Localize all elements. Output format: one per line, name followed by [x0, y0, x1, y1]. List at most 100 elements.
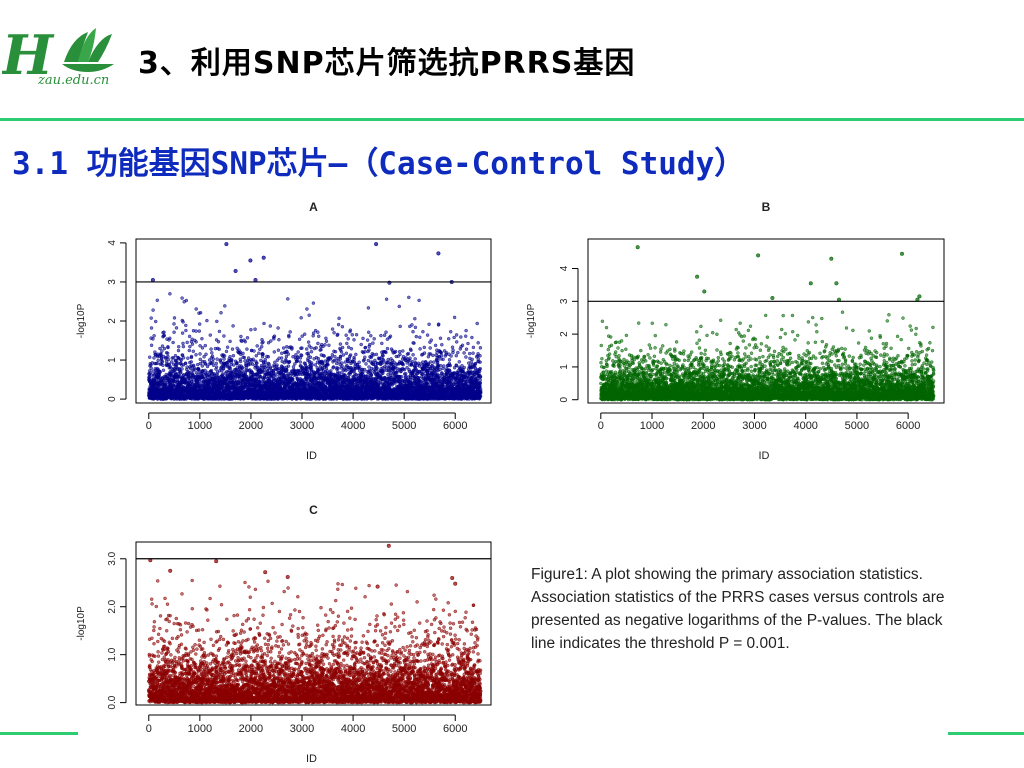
snp-point [388, 334, 393, 338]
snp-point [228, 366, 233, 371]
snp-point [348, 328, 353, 332]
snp-point [200, 346, 205, 350]
snp-point [340, 324, 345, 329]
snp-point [343, 374, 347, 378]
snp-point [245, 347, 249, 351]
snp-point [273, 360, 277, 365]
snp-point [290, 346, 294, 350]
snp-point [314, 346, 318, 350]
snp-point [338, 354, 343, 359]
snp-point [160, 349, 164, 353]
snp-point [313, 363, 318, 367]
snp-point [371, 341, 375, 345]
snp-point [148, 376, 152, 381]
snp-point [186, 356, 190, 360]
snp-point [316, 330, 320, 334]
snp-point [327, 343, 331, 348]
snp-point [272, 350, 277, 354]
logo-text: zau.edu.cn [37, 73, 109, 88]
snp-point [323, 343, 327, 347]
snp-point [393, 349, 398, 354]
snp-point [299, 353, 304, 358]
snp-point [397, 304, 401, 309]
snp-point [273, 373, 278, 377]
snp-point [216, 339, 221, 344]
snp-point [194, 340, 198, 344]
snp-point [147, 355, 152, 359]
snp-point [194, 329, 198, 333]
snp-point [344, 333, 348, 337]
snp-point [198, 344, 202, 348]
snp-point [194, 353, 198, 357]
slide-subtitle: 3.1 功能基因SNP芯片—（Case-Control Study） [12, 146, 746, 182]
snp-point [218, 358, 223, 362]
snp-point [398, 349, 402, 354]
snp-point [175, 361, 180, 365]
snp-point [224, 349, 229, 354]
snp-point [367, 330, 371, 335]
snp-point [287, 334, 291, 339]
snp-point [308, 355, 313, 360]
snp-point [384, 330, 388, 334]
snp-point [158, 346, 162, 351]
snp-point [200, 364, 205, 368]
snp-point [171, 356, 176, 360]
snp-point [317, 334, 321, 339]
snp-point [181, 356, 186, 360]
snp-point [151, 308, 155, 312]
snp-point [341, 353, 346, 357]
snp-point [217, 347, 221, 352]
snp-point [380, 361, 384, 365]
snp-point [302, 332, 307, 336]
snp-point [363, 345, 368, 350]
snp-point [286, 352, 291, 356]
snp-point [152, 356, 156, 360]
snp-point [284, 354, 289, 359]
snp-point [401, 349, 405, 353]
snp-point [293, 362, 297, 366]
snp-point [179, 358, 183, 362]
snp-point [235, 360, 239, 365]
snp-point [386, 372, 390, 377]
snp-point [257, 351, 261, 355]
snp-point [231, 324, 235, 328]
snp-point [172, 316, 177, 320]
snp-point [166, 357, 171, 362]
snp-point [228, 354, 232, 359]
snp-point [245, 336, 250, 340]
snp-point [354, 332, 359, 337]
snp-point [309, 367, 314, 371]
snp-point [324, 339, 329, 343]
snp-point [263, 360, 268, 365]
snp-point [221, 367, 226, 371]
snp-point [305, 307, 309, 311]
snp-point [198, 352, 202, 356]
snp-point [258, 347, 262, 352]
snp-point [296, 350, 300, 354]
snp-point [180, 367, 184, 371]
snp-point [369, 333, 373, 338]
snp-point [184, 323, 188, 328]
snp-point [149, 343, 154, 348]
snp-point [209, 368, 214, 373]
snp-point [269, 339, 273, 343]
snp-point [316, 341, 320, 346]
snp-point [176, 348, 181, 353]
snp-point [332, 330, 336, 335]
snp-point [254, 353, 259, 358]
snp-point [358, 365, 362, 369]
snp-points [147, 242, 483, 401]
snp-point [185, 340, 189, 345]
snp-point [354, 352, 358, 357]
snp-point [184, 298, 189, 303]
snp-point [231, 353, 236, 358]
snp-point [322, 381, 326, 386]
snp-point [155, 361, 159, 366]
snp-point [252, 349, 256, 353]
snp-point [162, 333, 167, 338]
snp-point [336, 322, 341, 327]
snp-point [251, 357, 255, 362]
snp-point [316, 356, 320, 361]
snp-point [171, 340, 175, 345]
snp-point [173, 353, 178, 358]
